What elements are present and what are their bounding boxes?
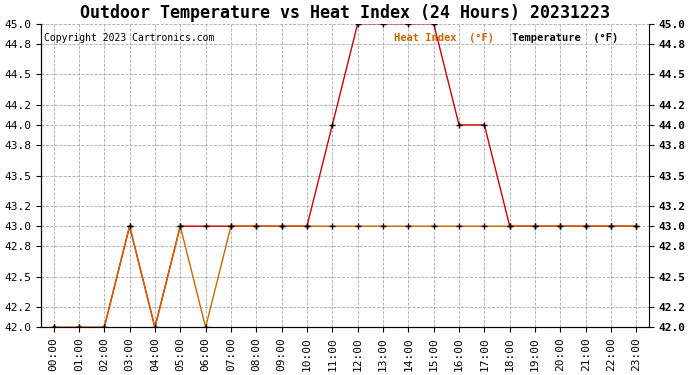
Title: Outdoor Temperature vs Heat Index (24 Hours) 20231223: Outdoor Temperature vs Heat Index (24 Ho… — [80, 4, 610, 22]
Text: Copyright 2023 Cartronics.com: Copyright 2023 Cartronics.com — [44, 33, 215, 43]
Text: Heat Index  (°F): Heat Index (°F) — [394, 33, 493, 43]
Text: Temperature  (°F): Temperature (°F) — [512, 33, 618, 43]
